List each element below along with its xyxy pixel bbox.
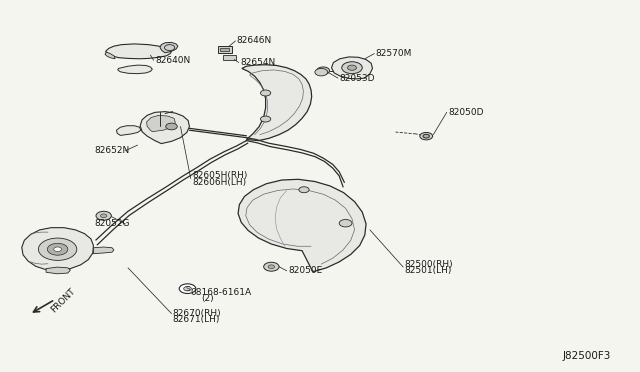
Text: 82053D: 82053D [339, 74, 374, 83]
Text: 82671(LH): 82671(LH) [173, 315, 220, 324]
Polygon shape [22, 228, 93, 271]
Circle shape [264, 262, 279, 271]
Circle shape [179, 284, 196, 294]
Circle shape [299, 187, 309, 193]
Polygon shape [332, 57, 372, 79]
Circle shape [166, 123, 177, 130]
Polygon shape [46, 267, 70, 274]
Text: 82050D: 82050D [448, 108, 483, 117]
Circle shape [260, 116, 271, 122]
Text: S: S [186, 286, 189, 292]
Circle shape [96, 211, 111, 220]
Polygon shape [218, 46, 232, 53]
Circle shape [268, 265, 275, 269]
Circle shape [420, 132, 433, 140]
Text: FRONT: FRONT [49, 286, 77, 315]
Circle shape [184, 286, 191, 291]
Polygon shape [118, 65, 152, 74]
Polygon shape [105, 52, 115, 59]
Circle shape [54, 247, 61, 251]
Text: (2): (2) [202, 294, 214, 303]
Circle shape [317, 67, 330, 74]
Polygon shape [220, 48, 229, 51]
Text: 82606H(LH): 82606H(LH) [192, 178, 246, 187]
Text: 82500(RH): 82500(RH) [404, 260, 453, 269]
Polygon shape [106, 44, 172, 59]
Text: 82570M: 82570M [376, 49, 412, 58]
Text: 82652N: 82652N [95, 146, 130, 155]
Text: 82052G: 82052G [95, 219, 130, 228]
Circle shape [47, 243, 68, 255]
Text: 82670(RH): 82670(RH) [173, 309, 221, 318]
Text: J82500F3: J82500F3 [563, 351, 611, 361]
Text: 08168-6161A: 08168-6161A [191, 288, 252, 297]
Polygon shape [116, 126, 141, 135]
Polygon shape [160, 42, 178, 53]
Circle shape [348, 65, 356, 70]
Circle shape [423, 134, 429, 138]
Text: 82605H(RH): 82605H(RH) [192, 171, 248, 180]
Polygon shape [223, 55, 236, 60]
Polygon shape [140, 112, 189, 144]
Polygon shape [147, 115, 175, 132]
Polygon shape [93, 247, 114, 254]
Circle shape [342, 62, 362, 74]
Text: 82646N: 82646N [237, 36, 272, 45]
Polygon shape [242, 65, 312, 141]
Circle shape [315, 68, 328, 76]
Polygon shape [238, 179, 366, 272]
Text: 82654N: 82654N [240, 58, 275, 67]
Circle shape [260, 90, 271, 96]
Text: 82501(LH): 82501(LH) [404, 266, 452, 275]
Text: 82640N: 82640N [155, 56, 190, 65]
Circle shape [100, 214, 107, 218]
Circle shape [38, 238, 77, 260]
Circle shape [164, 45, 175, 51]
Text: 82050E: 82050E [288, 266, 323, 275]
Circle shape [339, 219, 352, 227]
